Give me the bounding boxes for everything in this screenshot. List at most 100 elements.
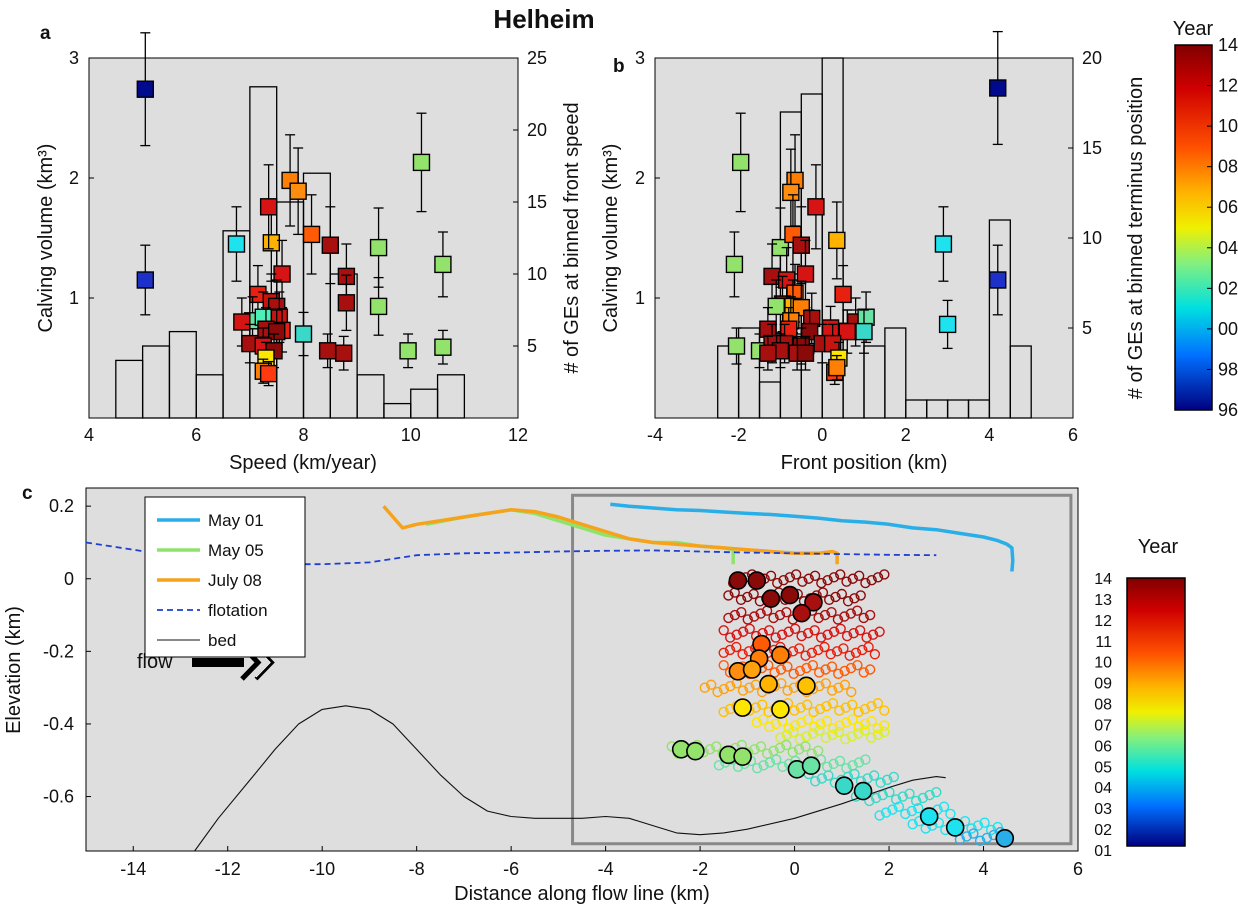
series-line — [610, 502, 1015, 572]
small-marker — [751, 717, 762, 728]
small-marker — [968, 828, 979, 839]
colorbar-tick-label: 10 — [1094, 655, 1112, 672]
panel-a-y-ticks: 1 2 3 — [69, 48, 94, 308]
data-point — [227, 206, 246, 282]
y2-tick-label: 20 — [1082, 48, 1102, 68]
x-tick-label: 0 — [790, 859, 800, 879]
small-marker — [777, 761, 788, 772]
big-marker — [919, 807, 939, 826]
small-marker — [853, 728, 864, 739]
small-marker — [763, 625, 775, 636]
small-marker — [794, 665, 806, 677]
small-marker — [749, 611, 760, 622]
panel-b-x-ticks: -4 -2 0 2 4 6 — [647, 413, 1078, 445]
x-tick-label: 12 — [508, 425, 528, 445]
small-marker — [874, 810, 885, 821]
small-marker — [737, 685, 749, 696]
small-marker — [800, 741, 811, 752]
small-marker — [966, 823, 977, 834]
big-marker — [728, 571, 748, 590]
data-point — [335, 335, 353, 371]
colorbar-tick-label: 05 — [1094, 759, 1112, 776]
small-marker — [718, 625, 729, 636]
small-marker — [875, 777, 886, 788]
small-marker — [840, 717, 852, 728]
small-marker — [705, 679, 717, 690]
colorbar-tick-label: 11 — [1095, 634, 1112, 651]
small-marker — [824, 594, 835, 606]
small-marker — [849, 768, 860, 780]
colorbar-tick-label: 04 — [1094, 780, 1112, 797]
colorbar-tick-label: 10 — [1218, 116, 1238, 136]
small-marker — [737, 649, 748, 660]
small-marker — [858, 612, 869, 624]
small-marker — [809, 625, 820, 636]
small-marker — [917, 792, 929, 804]
small-marker — [961, 831, 972, 842]
small-marker — [815, 718, 826, 730]
colorbar-tick-label: 02 — [1218, 278, 1238, 298]
small-marker — [866, 575, 877, 586]
small-marker — [850, 647, 862, 659]
small-marker — [789, 720, 801, 731]
data-point — [249, 264, 267, 324]
small-marker — [782, 661, 793, 672]
data-point — [259, 360, 278, 387]
y-tick-label: 1 — [635, 288, 645, 308]
data-point — [399, 333, 417, 369]
small-marker — [853, 706, 864, 718]
small-marker — [802, 699, 813, 710]
small-marker — [860, 754, 871, 765]
data-point — [369, 276, 388, 336]
small-marker — [846, 686, 857, 698]
small-marker — [774, 742, 786, 754]
small-marker — [816, 773, 828, 784]
small-marker — [770, 718, 782, 730]
big-marker — [771, 645, 790, 665]
data-point — [259, 164, 278, 250]
small-marker — [748, 588, 759, 600]
small-marker — [826, 606, 837, 618]
data-point — [759, 335, 777, 371]
y-tick-label: 3 — [635, 48, 645, 68]
panel-b-y-label: Calving volume (km³) — [600, 144, 622, 333]
small-marker — [729, 609, 741, 621]
panel-c-big-markers — [671, 571, 1015, 848]
colorbar-tick-label: 12 — [1218, 76, 1238, 96]
small-marker — [857, 644, 868, 656]
small-marker — [788, 726, 799, 738]
colorbar-bottom-ticks: 14 13 12 11 10 09 08 07 06 05 04 03 02 01 — [1094, 571, 1112, 860]
small-marker — [814, 703, 826, 715]
panel-c-y-ticks: 0.2 0 -0.2 -0.4 -0.6 — [43, 496, 91, 807]
big-marker — [995, 828, 1015, 848]
small-marker — [795, 702, 807, 713]
small-marker — [796, 630, 807, 642]
panel-a-x-ticks: 4 6 8 10 12 — [84, 413, 528, 445]
small-marker — [789, 623, 801, 635]
legend-label: May 05 — [208, 541, 264, 560]
colorbar-bottom-title: Year — [1138, 536, 1179, 558]
x-tick-label: -4 — [598, 859, 614, 879]
small-marker — [820, 664, 831, 675]
x-tick-label: -12 — [215, 859, 241, 879]
data-point — [369, 207, 388, 288]
small-marker — [794, 643, 805, 654]
small-marker — [872, 729, 884, 741]
y2-tick-label: 10 — [1082, 228, 1102, 248]
small-marker — [790, 569, 802, 580]
small-marker — [813, 612, 824, 624]
small-marker — [866, 700, 877, 712]
small-marker — [841, 576, 852, 587]
small-marker — [833, 682, 844, 693]
small-marker — [725, 632, 736, 643]
colorbar-tick-label: 07 — [1094, 717, 1112, 734]
panel-b: b -4 -2 0 2 4 6 1 2 3 5 10 15 20 Front position (k… — [600, 30, 1147, 474]
colorbar-tick-label: 04 — [1218, 238, 1238, 258]
small-marker — [797, 576, 808, 587]
colorbar-tick-label: 02 — [1094, 822, 1112, 839]
small-marker — [834, 705, 845, 716]
data-point — [855, 309, 873, 354]
colorbar-tick-label: 13 — [1094, 592, 1112, 609]
